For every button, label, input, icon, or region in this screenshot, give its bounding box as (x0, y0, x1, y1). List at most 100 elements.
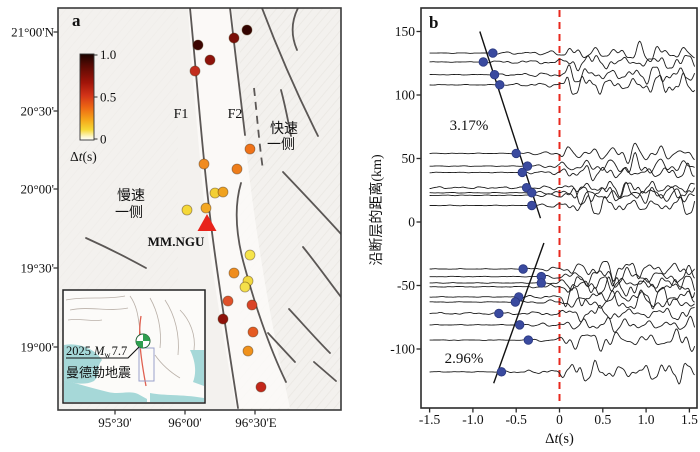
colorbar-tick-05: 0.5 (100, 90, 116, 105)
station-dot (200, 202, 212, 214)
pick-dot (527, 200, 537, 211)
fault-line (288, 308, 331, 354)
lon-tick-9630e: 96°30'E (235, 415, 277, 430)
plot-xlabel: Δt(s) (545, 431, 574, 447)
map-frame (57, 7, 342, 411)
inset-map: 2025 Mw7.7 曼德勒地震 (62, 289, 206, 404)
colorbar-tick-0: 0 (100, 132, 107, 147)
tectonic-line (69, 307, 129, 311)
lat-tick-2030: 20°30' (20, 104, 54, 119)
fault-line (267, 332, 296, 363)
station-dot (192, 39, 204, 51)
pick-dot (517, 167, 527, 178)
lat-tick-1900: 19°00' (20, 340, 54, 355)
station-dot (241, 24, 253, 36)
lat-tick-2000: 20°00' (20, 182, 54, 197)
plot-content (429, 10, 696, 406)
xtick-05: 0.5 (594, 412, 611, 427)
station-dot (239, 281, 251, 293)
waveform-trace (429, 72, 695, 95)
tectonic-line (164, 299, 179, 356)
station-dot (204, 54, 216, 66)
station-dot (242, 345, 254, 357)
panel-b-waveforms: 150 100 50 0 -50 -100 -1.5 -1.0 -0.5 0 0… (368, 7, 698, 447)
station-dot (222, 295, 234, 307)
pick-dot (527, 188, 537, 198)
tectonic-line (65, 295, 126, 301)
station-dots (181, 24, 267, 393)
colorbar: 1.0 0.5 0 Δt(s) (70, 47, 116, 164)
pick-dot (495, 80, 505, 90)
fault-line (85, 237, 147, 269)
waveform-trace (429, 151, 695, 174)
pick-dot (478, 57, 488, 67)
inset-content: 2025 Mw7.7 曼德勒地震 (64, 295, 204, 402)
pick-dot (511, 148, 521, 159)
ytick-0: 0 (408, 215, 415, 230)
colorbar-label: Δt(s) (70, 149, 97, 164)
station-dot (217, 313, 229, 325)
colorbar-gradient (79, 53, 95, 141)
lon-tick-9530: 95°30' (98, 415, 132, 430)
pick-dot (496, 367, 507, 377)
waveform-trace (429, 142, 695, 165)
waveform-trace (429, 265, 695, 288)
pick-dot (518, 264, 528, 274)
map-axis-ticks (53, 31, 256, 415)
svg-text:一侧: 一侧 (267, 137, 295, 153)
fault-line (261, 8, 319, 137)
tectonic-line (179, 309, 195, 351)
fault-line (235, 182, 287, 383)
panel-a-map: 21°00'N 20°30' 20°00' 19°30' 19°00' 95°3… (11, 7, 342, 430)
svg-text:快速: 快速 (270, 121, 298, 137)
moveout-line (493, 242, 545, 384)
ytick-150: 150 (395, 24, 416, 39)
pick-dot (522, 161, 533, 171)
waveform-trace (429, 315, 696, 333)
waveform-trace (429, 359, 695, 385)
lon-tick-9600: 96°00' (168, 415, 202, 430)
waveform-trace (429, 40, 695, 63)
fault-label-f1: F1 (174, 107, 189, 122)
anisotropy-pct-bottom: 2.96% (445, 351, 484, 367)
slow-side-label: 慢速 一侧 (115, 187, 145, 221)
colorbar-ticks (94, 54, 98, 140)
waveform-trace (429, 276, 696, 299)
inset-frame (62, 289, 206, 404)
waveform-trace (429, 195, 696, 215)
waveform-trace (429, 64, 696, 85)
tectonic-line (67, 319, 103, 321)
svg-text:一侧: 一侧 (115, 205, 143, 221)
svg-text:慢速: 慢速 (117, 187, 145, 204)
station-dot (231, 163, 243, 175)
station-dot (246, 299, 258, 311)
plot-ylabel: 沿断层的距离(km) (368, 154, 385, 266)
waveform-trace (429, 180, 695, 198)
station-dot (228, 32, 240, 44)
plot-axis-ticks (416, 30, 691, 413)
focal-mechanism-beachball (135, 333, 151, 349)
beachball-quadrant (136, 341, 143, 348)
fault-line (291, 8, 299, 51)
pick-dot (523, 335, 534, 345)
waveform-trace (429, 54, 696, 72)
lat-tick-21n: 21°00'N (11, 25, 55, 40)
pick-dot (510, 297, 521, 307)
anisotropy-pct-top: 3.17% (450, 118, 489, 134)
xtick-m15: -1.5 (419, 412, 441, 427)
waveform-traces (429, 40, 696, 385)
pick-dot (514, 320, 525, 330)
xtick-0: 0 (556, 412, 563, 427)
inset-event-name: 曼德勒地震 (66, 365, 131, 380)
ytick-m50: -50 (397, 278, 415, 293)
inset-pointer-line (66, 346, 140, 359)
colorbar-tick-1: 1.0 (100, 47, 116, 62)
waveform-trace (429, 328, 696, 352)
pick-dot (536, 278, 547, 288)
fault-label-f2: F2 (228, 107, 243, 122)
station-dot (217, 186, 229, 198)
ytick-100: 100 (395, 88, 416, 103)
ytick-m100: -100 (390, 342, 415, 357)
station-dot (181, 204, 193, 216)
